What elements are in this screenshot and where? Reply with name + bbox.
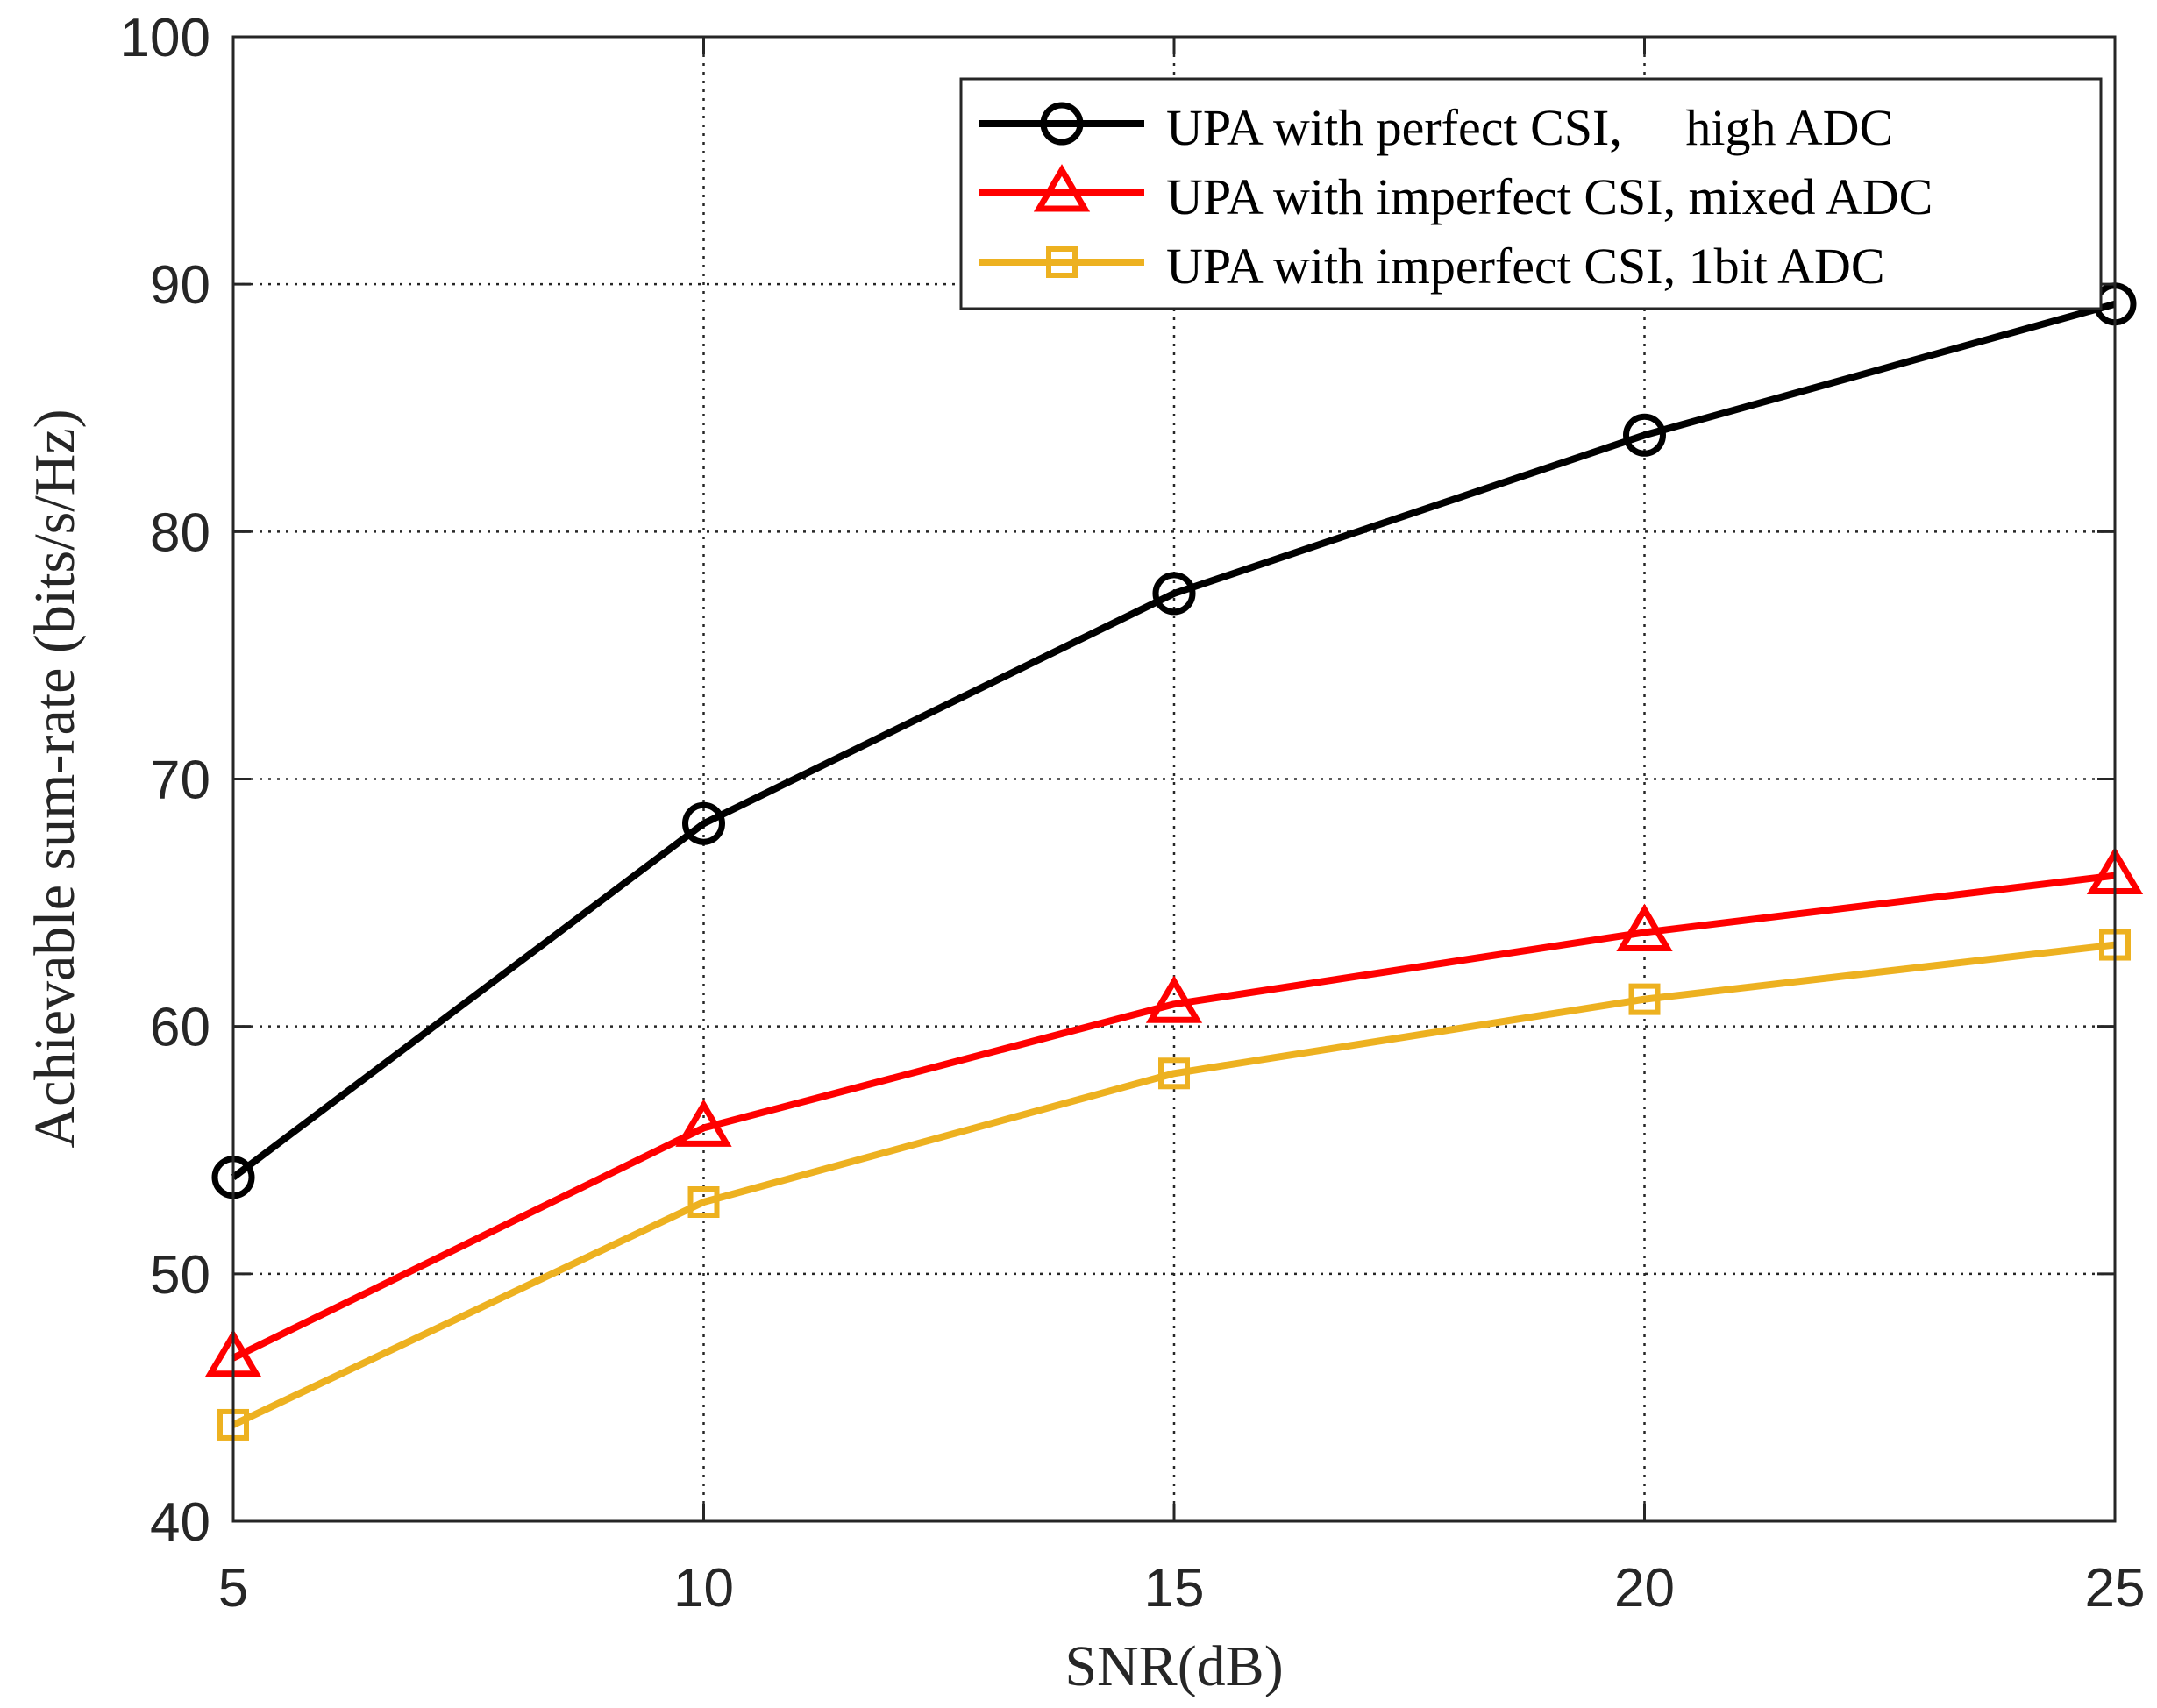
data-point-upa-with-perfect-csi-high-adc: [1152, 572, 1196, 616]
data-point-upa-with-imperfect-csi-1bit-adc: [1628, 983, 1661, 1015]
data-point-upa-with-perfect-csi-high-adc: [682, 801, 725, 845]
legend-marker-upa-with-perfect-csi-high-adc: [1040, 102, 1084, 146]
y-tick-label: 100: [120, 8, 210, 68]
legend-swatch-upa-with-perfect-csi-high-adc: [979, 102, 1144, 146]
data-point-upa-with-imperfect-csi-1bit-adc: [687, 1186, 720, 1219]
y-tick-label: 80: [150, 502, 210, 563]
series-upa-with-imperfect-csi-1bit-adc: [217, 929, 2131, 1441]
legend-marker-upa-with-imperfect-csi-1bit-adc: [1046, 246, 1078, 278]
legend-label-perfect-csi-high-adc: UPA with perfect CSI, high ADC: [1166, 99, 1893, 156]
legend: UPA with perfect CSI, high ADC UPA with …: [959, 77, 2103, 310]
legend-items: [979, 102, 1144, 278]
y-tick-label: 90: [150, 255, 210, 316]
x-tick-label: 20: [1614, 1558, 1675, 1619]
y-tick-label: 60: [150, 998, 210, 1058]
legend-label-imperfect-csi-1bit-adc: UPA with imperfect CSI, 1bit ADC: [1166, 238, 1885, 295]
y-axis-title: Achievable sum-rate (bits/s/Hz): [23, 409, 87, 1148]
data-point-upa-with-imperfect-csi-mixed-adc: [1616, 903, 1673, 951]
x-tick-label: 5: [218, 1558, 248, 1619]
x-axis-title: SNR(dB): [1064, 1634, 1283, 1698]
data-point-upa-with-imperfect-csi-mixed-adc: [675, 1099, 732, 1147]
data-point-upa-with-imperfect-csi-1bit-adc: [1158, 1057, 1190, 1090]
series-line-upa-with-imperfect-csi-1bit-adc: [231, 941, 2116, 1428]
y-tick-label: 50: [150, 1245, 210, 1306]
y-tick-label: 70: [150, 751, 210, 811]
legend-marker-upa-with-imperfect-csi-mixed-adc: [1033, 164, 1091, 212]
data-point-upa-with-perfect-csi-high-adc: [1623, 413, 1666, 457]
y-tick-label: 40: [150, 1492, 210, 1553]
x-tick-label: 25: [2085, 1558, 2146, 1619]
series-line-upa-with-perfect-csi-high-adc: [231, 300, 2117, 1180]
legend-label-imperfect-csi-mixed-adc: UPA with imperfect CSI, mixed ADC: [1166, 168, 1933, 225]
series-line-upa-with-imperfect-csi-mixed-adc: [231, 872, 2116, 1362]
axis-ticks: [231, 35, 2117, 1523]
x-tick-label: 10: [673, 1558, 734, 1619]
legend-swatch-upa-with-imperfect-csi-1bit-adc: [979, 246, 1144, 278]
data-point-upa-with-imperfect-csi-mixed-adc: [1145, 975, 1203, 1023]
legend-swatch-upa-with-imperfect-csi-mixed-adc: [979, 164, 1144, 212]
tick-labels: 5 10 15 20 25 40 50 60 70 80 90 100: [120, 8, 2146, 1619]
legend-box: [959, 77, 2103, 310]
x-tick-label: 15: [1144, 1558, 1205, 1619]
